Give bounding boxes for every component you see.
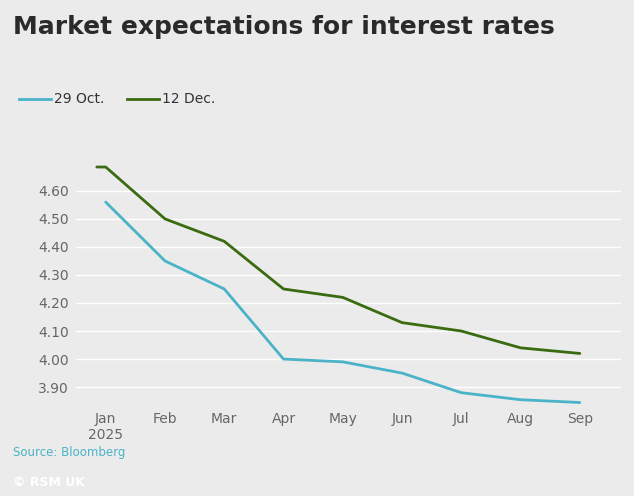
Text: Market expectations for interest rates: Market expectations for interest rates — [13, 15, 554, 39]
Text: 29 Oct.: 29 Oct. — [54, 92, 104, 106]
Text: 12 Dec.: 12 Dec. — [162, 92, 215, 106]
Text: © RSM UK: © RSM UK — [13, 476, 84, 489]
Text: Source: Bloomberg: Source: Bloomberg — [13, 446, 125, 459]
